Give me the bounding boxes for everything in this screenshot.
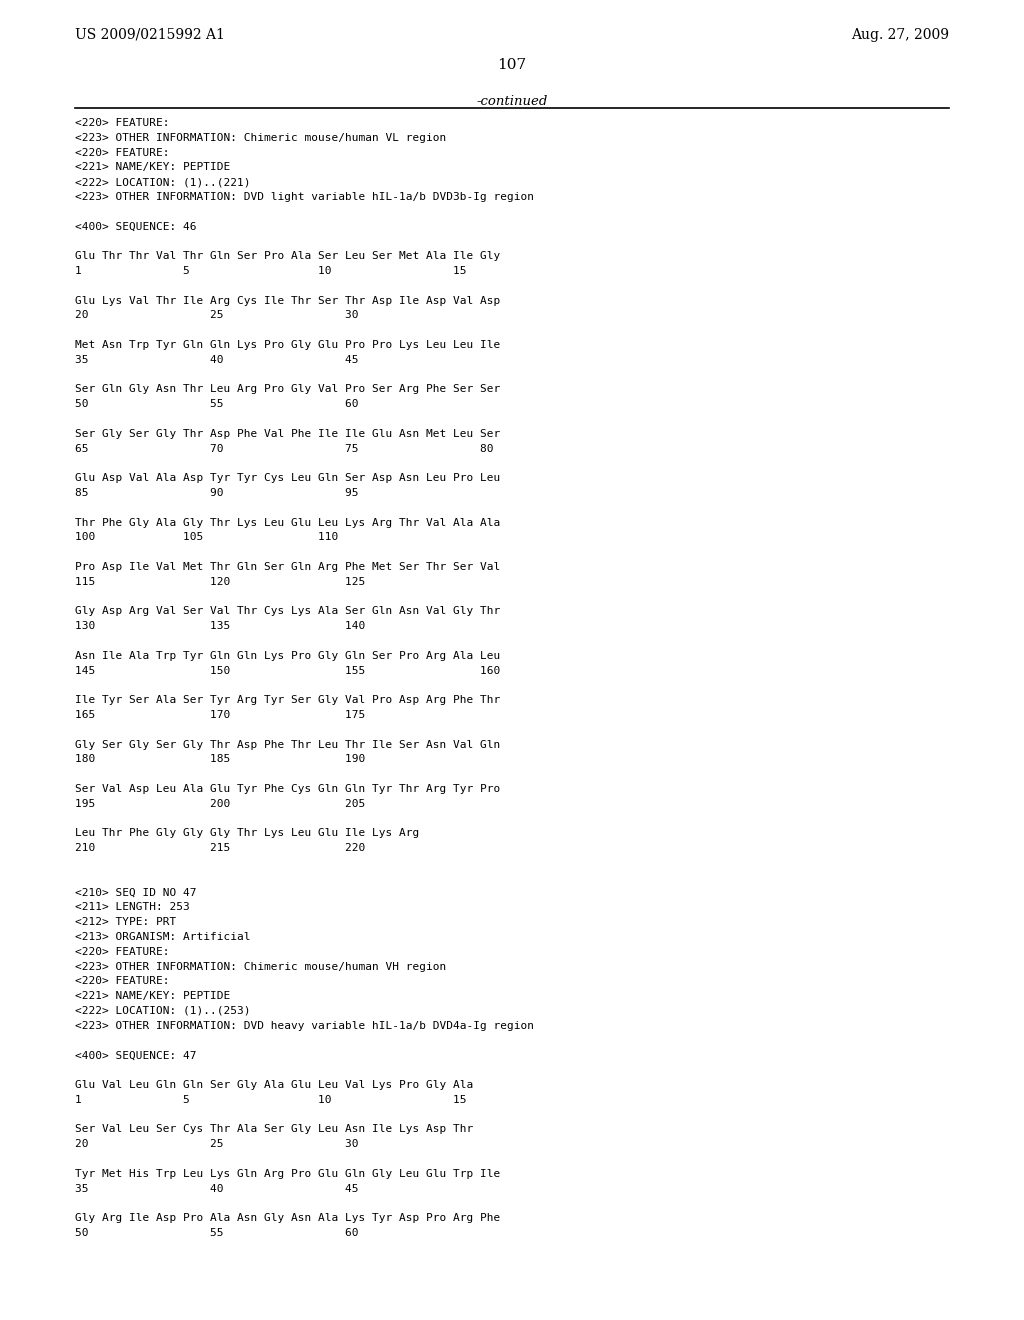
Text: <400> SEQUENCE: 47: <400> SEQUENCE: 47 <box>75 1051 197 1060</box>
Text: 35                  40                  45: 35 40 45 <box>75 1184 358 1193</box>
Text: Ser Val Leu Ser Cys Thr Ala Ser Gly Leu Asn Ile Lys Asp Thr: Ser Val Leu Ser Cys Thr Ala Ser Gly Leu … <box>75 1125 473 1134</box>
Text: 180                 185                 190: 180 185 190 <box>75 755 366 764</box>
Text: <220> FEATURE:: <220> FEATURE: <box>75 148 170 157</box>
Text: 115                 120                 125: 115 120 125 <box>75 577 366 587</box>
Text: <213> ORGANISM: Artificial: <213> ORGANISM: Artificial <box>75 932 251 942</box>
Text: 195                 200                 205: 195 200 205 <box>75 799 366 809</box>
Text: Gly Ser Gly Ser Gly Thr Asp Phe Thr Leu Thr Ile Ser Asn Val Gln: Gly Ser Gly Ser Gly Thr Asp Phe Thr Leu … <box>75 739 501 750</box>
Text: <223> OTHER INFORMATION: Chimeric mouse/human VL region: <223> OTHER INFORMATION: Chimeric mouse/… <box>75 133 446 143</box>
Text: <222> LOCATION: (1)..(253): <222> LOCATION: (1)..(253) <box>75 1006 251 1016</box>
Text: <222> LOCATION: (1)..(221): <222> LOCATION: (1)..(221) <box>75 177 251 187</box>
Text: Asn Ile Ala Trp Tyr Gln Gln Lys Pro Gly Gln Ser Pro Arg Ala Leu: Asn Ile Ala Trp Tyr Gln Gln Lys Pro Gly … <box>75 651 501 661</box>
Text: Pro Asp Ile Val Met Thr Gln Ser Gln Arg Phe Met Ser Thr Ser Val: Pro Asp Ile Val Met Thr Gln Ser Gln Arg … <box>75 562 501 572</box>
Text: 85                  90                  95: 85 90 95 <box>75 488 358 498</box>
Text: <221> NAME/KEY: PEPTIDE: <221> NAME/KEY: PEPTIDE <box>75 991 230 1001</box>
Text: Gly Arg Ile Asp Pro Ala Asn Gly Asn Ala Lys Tyr Asp Pro Arg Phe: Gly Arg Ile Asp Pro Ala Asn Gly Asn Ala … <box>75 1213 501 1224</box>
Text: Ser Val Asp Leu Ala Glu Tyr Phe Cys Gln Gln Tyr Thr Arg Tyr Pro: Ser Val Asp Leu Ala Glu Tyr Phe Cys Gln … <box>75 784 501 795</box>
Text: Ile Tyr Ser Ala Ser Tyr Arg Tyr Ser Gly Val Pro Asp Arg Phe Thr: Ile Tyr Ser Ala Ser Tyr Arg Tyr Ser Gly … <box>75 696 501 705</box>
Text: <211> LENGTH: 253: <211> LENGTH: 253 <box>75 903 189 912</box>
Text: Ser Gln Gly Asn Thr Leu Arg Pro Gly Val Pro Ser Arg Phe Ser Ser: Ser Gln Gly Asn Thr Leu Arg Pro Gly Val … <box>75 384 501 395</box>
Text: 100             105                 110: 100 105 110 <box>75 532 338 543</box>
Text: <220> FEATURE:: <220> FEATURE: <box>75 977 170 986</box>
Text: Glu Val Leu Gln Gln Ser Gly Ala Glu Leu Val Lys Pro Gly Ala: Glu Val Leu Gln Gln Ser Gly Ala Glu Leu … <box>75 1080 473 1090</box>
Text: <223> OTHER INFORMATION: DVD heavy variable hIL-1a/b DVD4a-Ig region: <223> OTHER INFORMATION: DVD heavy varia… <box>75 1020 534 1031</box>
Text: Glu Asp Val Ala Asp Tyr Tyr Cys Leu Gln Ser Asp Asn Leu Pro Leu: Glu Asp Val Ala Asp Tyr Tyr Cys Leu Gln … <box>75 473 501 483</box>
Text: 145                 150                 155                 160: 145 150 155 160 <box>75 665 501 676</box>
Text: Aug. 27, 2009: Aug. 27, 2009 <box>851 28 949 42</box>
Text: Gly Asp Arg Val Ser Val Thr Cys Lys Ala Ser Gln Asn Val Gly Thr: Gly Asp Arg Val Ser Val Thr Cys Lys Ala … <box>75 606 501 616</box>
Text: Ser Gly Ser Gly Thr Asp Phe Val Phe Ile Ile Glu Asn Met Leu Ser: Ser Gly Ser Gly Thr Asp Phe Val Phe Ile … <box>75 429 501 438</box>
Text: 50                  55                  60: 50 55 60 <box>75 1228 358 1238</box>
Text: <223> OTHER INFORMATION: Chimeric mouse/human VH region: <223> OTHER INFORMATION: Chimeric mouse/… <box>75 961 446 972</box>
Text: 210                 215                 220: 210 215 220 <box>75 843 366 853</box>
Text: 165                 170                 175: 165 170 175 <box>75 710 366 719</box>
Text: Leu Thr Phe Gly Gly Gly Thr Lys Leu Glu Ile Lys Arg: Leu Thr Phe Gly Gly Gly Thr Lys Leu Glu … <box>75 829 419 838</box>
Text: Tyr Met His Trp Leu Lys Gln Arg Pro Glu Gln Gly Leu Glu Trp Ile: Tyr Met His Trp Leu Lys Gln Arg Pro Glu … <box>75 1168 501 1179</box>
Text: Glu Thr Thr Val Thr Gln Ser Pro Ala Ser Leu Ser Met Ala Ile Gly: Glu Thr Thr Val Thr Gln Ser Pro Ala Ser … <box>75 251 501 261</box>
Text: <220> FEATURE:: <220> FEATURE: <box>75 946 170 957</box>
Text: Thr Phe Gly Ala Gly Thr Lys Leu Glu Leu Lys Arg Thr Val Ala Ala: Thr Phe Gly Ala Gly Thr Lys Leu Glu Leu … <box>75 517 501 528</box>
Text: 1               5                   10                  15: 1 5 10 15 <box>75 267 467 276</box>
Text: <212> TYPE: PRT: <212> TYPE: PRT <box>75 917 176 927</box>
Text: <223> OTHER INFORMATION: DVD light variable hIL-1a/b DVD3b-Ig region: <223> OTHER INFORMATION: DVD light varia… <box>75 191 534 202</box>
Text: <220> FEATURE:: <220> FEATURE: <box>75 117 170 128</box>
Text: 130                 135                 140: 130 135 140 <box>75 622 366 631</box>
Text: <400> SEQUENCE: 46: <400> SEQUENCE: 46 <box>75 222 197 231</box>
Text: 107: 107 <box>498 58 526 73</box>
Text: 65                  70                  75                  80: 65 70 75 80 <box>75 444 494 454</box>
Text: Met Asn Trp Tyr Gln Gln Lys Pro Gly Glu Pro Pro Lys Leu Leu Ile: Met Asn Trp Tyr Gln Gln Lys Pro Gly Glu … <box>75 341 501 350</box>
Text: 50                  55                  60: 50 55 60 <box>75 399 358 409</box>
Text: <210> SEQ ID NO 47: <210> SEQ ID NO 47 <box>75 887 197 898</box>
Text: 20                  25                  30: 20 25 30 <box>75 310 358 321</box>
Text: <221> NAME/KEY: PEPTIDE: <221> NAME/KEY: PEPTIDE <box>75 162 230 173</box>
Text: 35                  40                  45: 35 40 45 <box>75 355 358 364</box>
Text: 20                  25                  30: 20 25 30 <box>75 1139 358 1150</box>
Text: 1               5                   10                  15: 1 5 10 15 <box>75 1094 467 1105</box>
Text: Glu Lys Val Thr Ile Arg Cys Ile Thr Ser Thr Asp Ile Asp Val Asp: Glu Lys Val Thr Ile Arg Cys Ile Thr Ser … <box>75 296 501 306</box>
Text: -continued: -continued <box>476 95 548 108</box>
Text: US 2009/0215992 A1: US 2009/0215992 A1 <box>75 28 225 42</box>
